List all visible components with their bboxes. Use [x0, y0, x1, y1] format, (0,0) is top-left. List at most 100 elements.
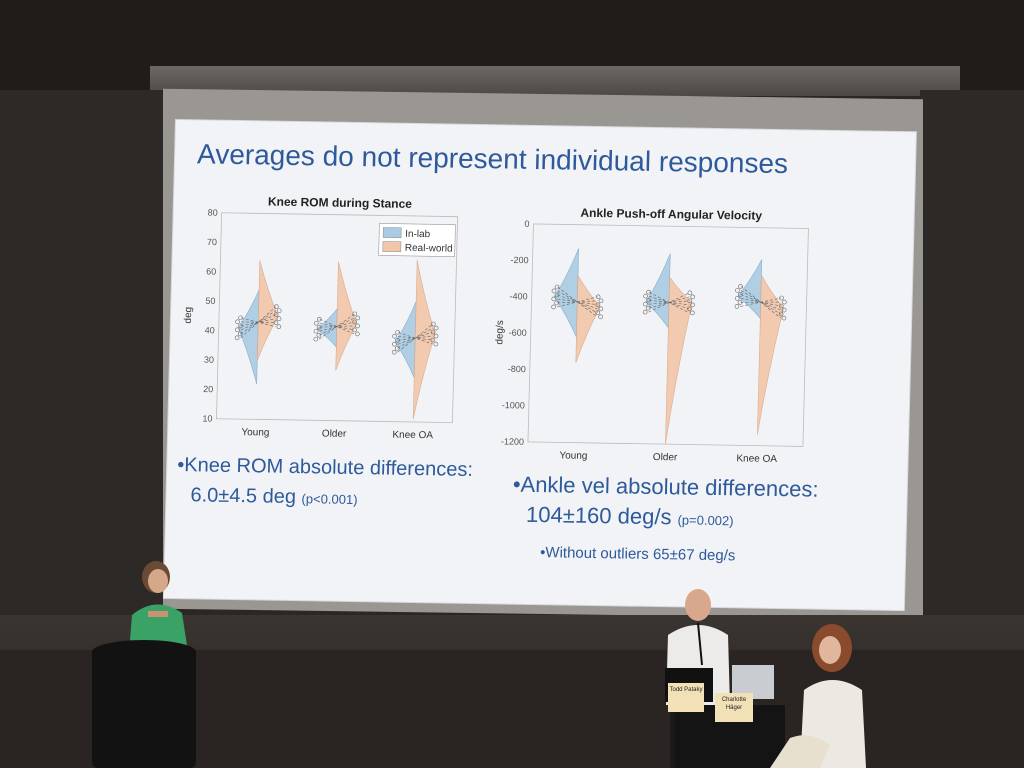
y-tick-label: 40 [205, 325, 215, 335]
data-point [687, 306, 692, 312]
y-tick-label: 10 [202, 413, 212, 423]
data-point [551, 296, 557, 302]
y-tick-label: 60 [206, 266, 216, 276]
data-point [598, 298, 604, 304]
data-point [355, 331, 360, 337]
data-point [687, 298, 692, 304]
data-point [395, 329, 400, 335]
data-point [690, 302, 695, 308]
data-point [433, 333, 439, 339]
violin-half-real-world [575, 274, 601, 363]
x-tick-label: Knee OA [736, 453, 777, 465]
data-point [734, 296, 740, 301]
violin-half-in-lab [737, 259, 763, 320]
paired-line [740, 297, 782, 307]
violin-half-real-world [757, 273, 784, 435]
y-tick-label: 30 [204, 355, 214, 365]
knee-difference-value: 6.0±4.5 deg [190, 484, 297, 509]
data-point [430, 329, 436, 335]
data-point [235, 319, 240, 325]
paired-line [319, 318, 355, 335]
paired-line [397, 331, 433, 345]
y-tick-label: -1200 [501, 436, 524, 446]
violin-half-real-world [335, 261, 357, 371]
outliers-bullet: •Without outliers 65±67 deg/s [539, 544, 736, 565]
data-point [778, 303, 784, 309]
y-tick-label: -600 [509, 328, 527, 338]
knee-rom-chart: Knee ROM during Stance 10 20 30 40 50 60 70 80 de… [183, 195, 459, 441]
paired-line [240, 306, 277, 339]
data-point [598, 314, 603, 320]
data-point [273, 312, 279, 317]
y-tick-label: 80 [208, 208, 218, 218]
data-point [313, 328, 319, 334]
ankle-difference-bullet: •Ankle vel absolute differences: 104±160… [512, 470, 819, 538]
data-point [394, 345, 400, 351]
knee-difference-pvalue: (p<0.001) [301, 491, 358, 508]
violin-half-in-lab [238, 289, 260, 385]
data-point [595, 310, 600, 316]
data-point [642, 309, 648, 315]
data-point [737, 292, 743, 297]
violin-half-in-lab [554, 248, 579, 338]
data-point [781, 315, 787, 321]
legend-swatch [382, 227, 402, 239]
nameplate-todd: Todd Pataky [668, 683, 704, 712]
paired-line [557, 286, 598, 317]
knee-difference-bullet: •Knee ROM absolute differences: 6.0±4.5 … [176, 450, 473, 517]
data-point [643, 301, 648, 307]
data-point [392, 333, 397, 339]
legend-label: Real-world [405, 243, 453, 255]
y-axis-label: deg/s [494, 320, 506, 345]
violin-half-real-world [665, 276, 693, 445]
data-point [554, 284, 560, 290]
slide-charts: Knee ROM during Stance 10 20 30 40 50 60 70 80 de… [183, 195, 809, 465]
panelist-woman [770, 624, 866, 768]
paired-line [319, 313, 355, 340]
data-point [391, 349, 397, 355]
paired-line [397, 331, 433, 345]
data-point [687, 290, 693, 296]
data-point [551, 304, 556, 310]
data-point [313, 320, 319, 326]
data-point [735, 288, 740, 293]
nameplate-charlotte: Charlotte Häger [715, 693, 753, 722]
paired-line [240, 314, 276, 331]
data-point [690, 310, 695, 316]
knee-difference-line1: •Knee ROM absolute differences: [176, 454, 474, 481]
data-point [234, 335, 240, 341]
data-point [778, 311, 784, 317]
y-axis-label: deg [183, 307, 194, 324]
y-tick-label: 0 [524, 219, 529, 229]
y-tick-label: -1000 [502, 400, 525, 410]
data-point [238, 315, 243, 321]
y-tick-label: 50 [205, 296, 215, 306]
y-tick-label: -200 [510, 255, 528, 265]
plot-area [216, 212, 459, 424]
data-point [595, 294, 601, 300]
data-point [237, 331, 243, 337]
wall-right [920, 90, 1024, 650]
data-point [690, 294, 696, 300]
data-point [276, 316, 282, 322]
data-point [554, 292, 560, 298]
paired-line [319, 317, 355, 336]
x-tick-label: Older [653, 452, 678, 463]
data-point [316, 316, 322, 322]
y-tick-label: -800 [508, 364, 526, 374]
paired-line [240, 310, 277, 335]
data-point [645, 305, 651, 311]
data-point [781, 307, 787, 313]
data-point [352, 327, 357, 333]
data-point [430, 321, 436, 327]
x-tick-label: Young [241, 427, 269, 438]
x-tick-label: Young [559, 450, 587, 461]
data-point [738, 284, 743, 289]
data-point [313, 336, 319, 342]
data-point [782, 299, 787, 305]
data-point [734, 304, 740, 309]
data-point [276, 308, 282, 314]
data-point [352, 311, 358, 317]
data-point [643, 293, 648, 299]
x-tick-label: Older [322, 428, 347, 439]
